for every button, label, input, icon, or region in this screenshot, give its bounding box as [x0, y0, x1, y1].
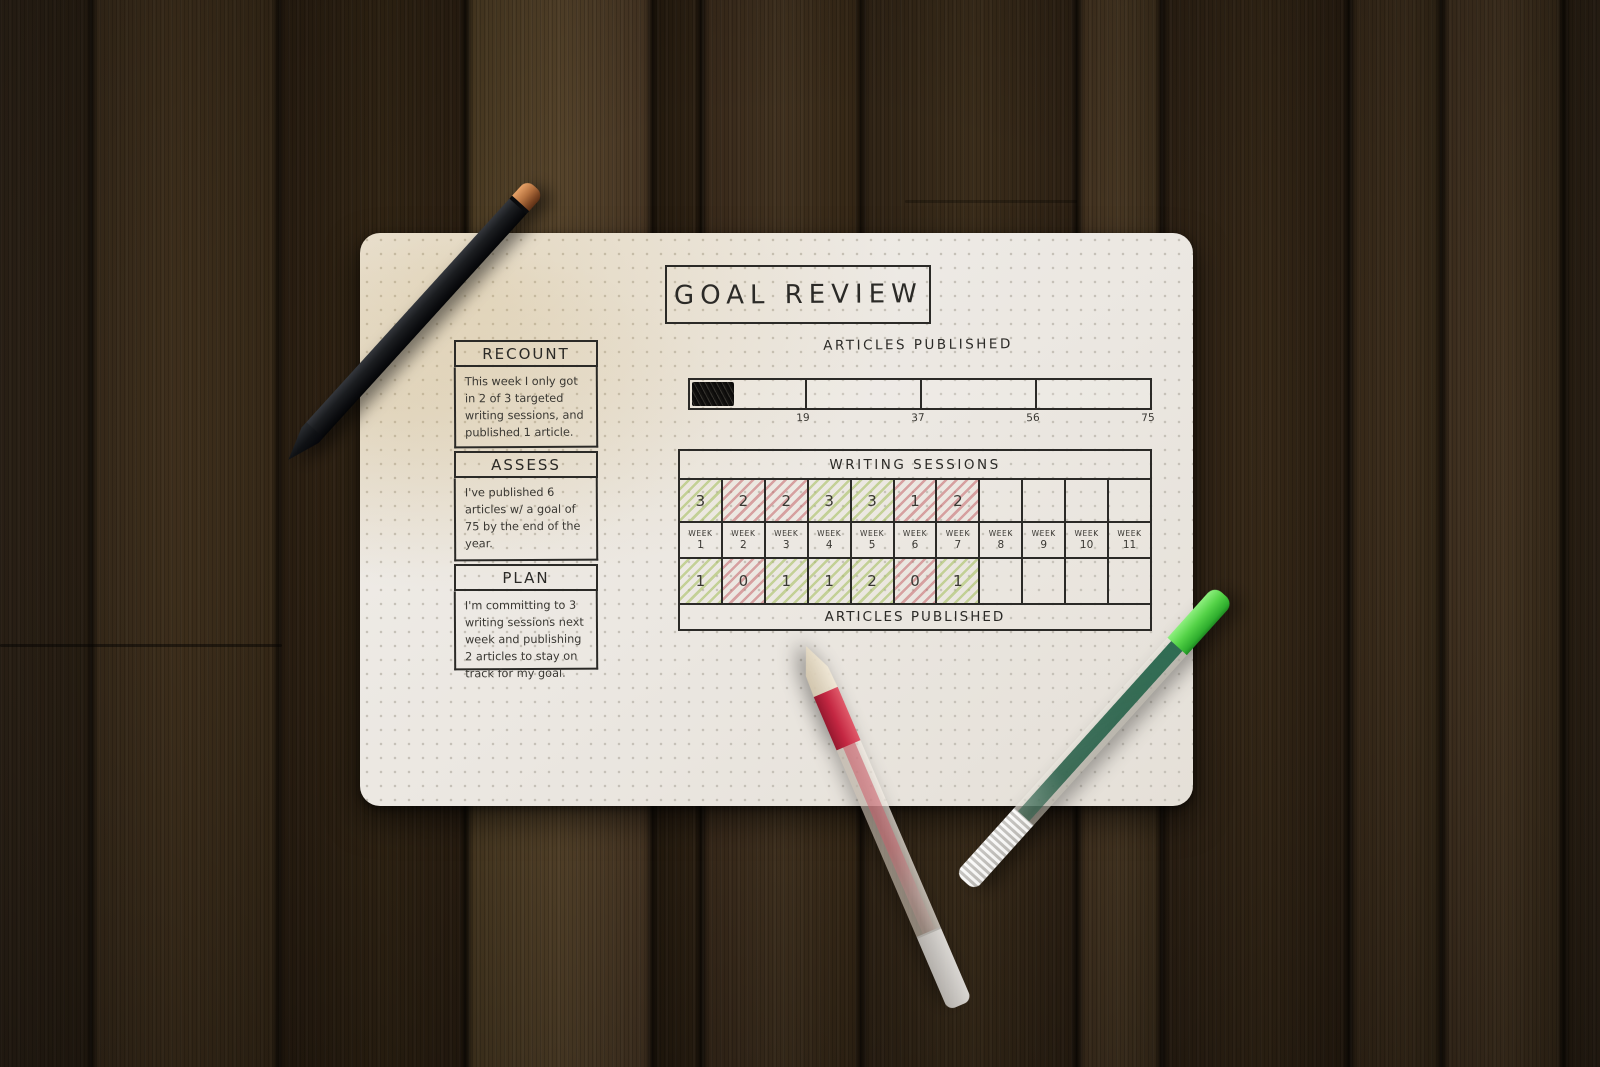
- sessions-cell: 3: [680, 480, 721, 521]
- week-label-cell: WEEK 3: [763, 523, 807, 557]
- articles-cell: 0: [720, 559, 764, 603]
- sessions-cell: 2: [720, 480, 764, 521]
- week-label-cell: WEEK 9: [1021, 523, 1064, 557]
- left-column: RECOUNT This week I only got in 2 of 3 t…: [453, 340, 599, 680]
- plan-text: I'm committing to 3 writing sessions nex…: [453, 590, 599, 680]
- goal-review-title-box: GOAL REVIEW: [665, 265, 931, 324]
- tick-label-56: 56: [1026, 411, 1040, 425]
- progress-tick: [805, 380, 807, 408]
- week-label-cell: WEEK 4: [806, 523, 850, 557]
- sessions-cell: [1107, 480, 1150, 521]
- plan-section: PLAN I'm committing to 3 writing session…: [453, 564, 599, 680]
- recount-text: This week I only got in 2 of 3 targeted …: [453, 366, 599, 449]
- recount-section: RECOUNT This week I only got in 2 of 3 t…: [453, 340, 599, 449]
- articles-published-bar-title: ARTICLES PUBLISHED: [823, 336, 1013, 354]
- week-label-cell: WEEK 7: [935, 523, 978, 557]
- week-label-cell: WEEK 8: [978, 523, 1021, 557]
- week-label-cell: WEEK 11: [1107, 523, 1150, 557]
- articles-cell: [1064, 559, 1107, 603]
- sessions-cell: 3: [849, 480, 893, 521]
- articles-cell: 2: [849, 559, 893, 603]
- articles-cell: 1: [680, 559, 721, 603]
- week-label-cell: WEEK 2: [720, 523, 764, 557]
- articles-cell: [1107, 559, 1150, 603]
- tracker-top-title: WRITING SESSIONS: [680, 451, 1150, 480]
- week-label-cell: WEEK 5: [849, 523, 893, 557]
- wood-plank-seam: [905, 200, 1077, 203]
- tick-label-75: 75: [1141, 411, 1155, 425]
- articles-cell: [978, 559, 1021, 603]
- page-title: GOAL REVIEW: [673, 278, 923, 311]
- sessions-cell: 1: [892, 480, 936, 521]
- articles-progress-bar: [688, 378, 1152, 410]
- notebook-page: GOAL REVIEW RECOUNT This week I only got…: [360, 233, 1193, 806]
- tick-label-37: 37: [911, 411, 925, 425]
- progress-tick: [1035, 380, 1037, 408]
- assess-text: I've published 6 articles w/ a goal of 7…: [453, 477, 599, 562]
- sessions-cell: 3: [806, 480, 850, 521]
- sessions-cell: [978, 480, 1021, 521]
- week-label-cell: WEEK 10: [1064, 523, 1107, 557]
- tracker-bottom-title: ARTICLES PUBLISHED: [680, 603, 1150, 629]
- assess-heading: ASSESS: [454, 451, 598, 478]
- recount-heading: RECOUNT: [454, 340, 598, 367]
- sessions-cell: [1064, 480, 1107, 521]
- progress-tick-labels: 19 37 56 75: [688, 411, 1155, 426]
- articles-cell: 0: [892, 559, 936, 603]
- week-label-cell: WEEK 6: [892, 523, 936, 557]
- plan-heading: PLAN: [454, 564, 598, 591]
- articles-cell: 1: [763, 559, 807, 603]
- weeks-row: WEEK 1 WEEK 2 WEEK 3 WEEK 4 WEEK 5 WEEK 6 WEEK 7 WEEK 8…: [680, 521, 1150, 557]
- articles-cell: 1: [935, 559, 979, 603]
- tick-label-19: 19: [796, 411, 810, 425]
- sessions-cell: 2: [763, 480, 807, 521]
- progress-fill-scribble: [692, 382, 734, 406]
- week-label-cell: WEEK 1: [688, 529, 713, 551]
- progress-tick: [920, 380, 922, 408]
- articles-cell: [1021, 559, 1064, 603]
- assess-section: ASSESS I've published 6 articles w/ a go…: [453, 451, 599, 562]
- wood-plank-seam: [0, 644, 282, 647]
- sessions-cell: 2: [935, 480, 979, 521]
- articles-cell: 1: [806, 559, 850, 603]
- sessions-cell: [1021, 480, 1064, 521]
